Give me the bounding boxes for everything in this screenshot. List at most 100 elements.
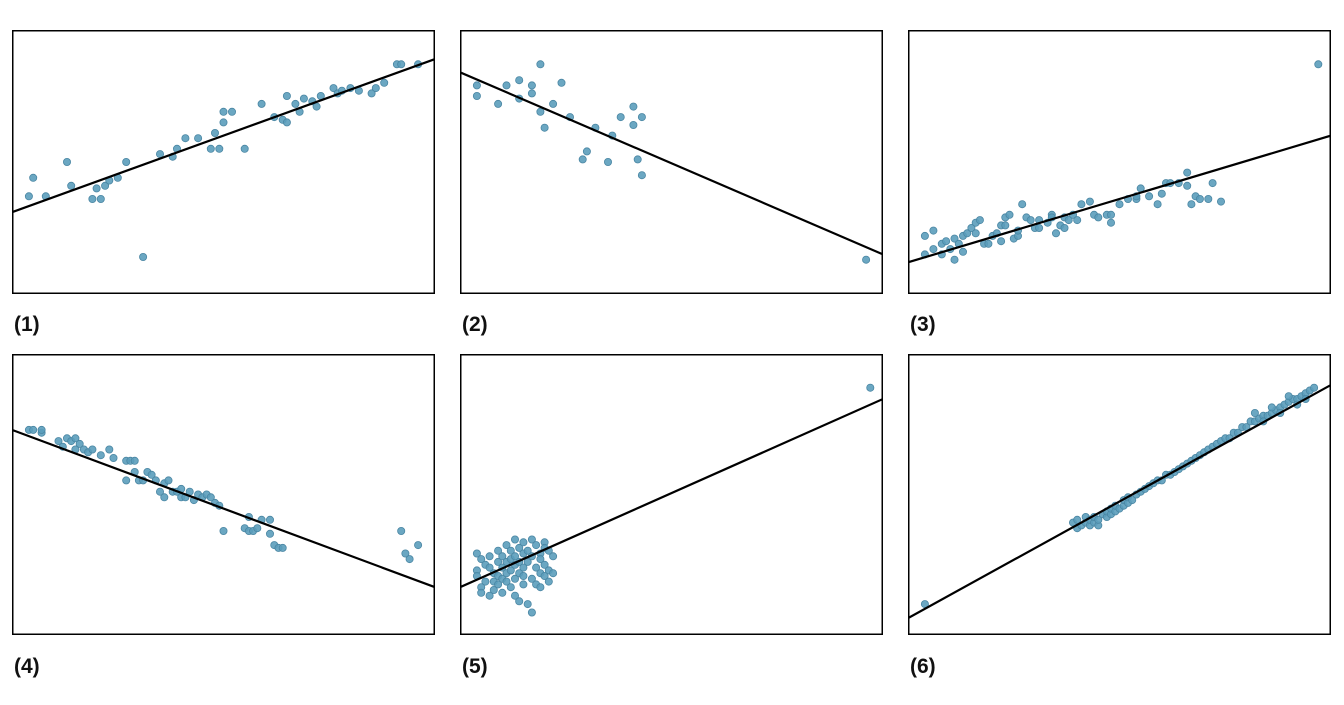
regression-line bbox=[12, 428, 435, 589]
data-point bbox=[24, 192, 33, 201]
data-point bbox=[380, 78, 389, 87]
plot-frame bbox=[12, 354, 435, 635]
data-point bbox=[582, 147, 591, 156]
data-point bbox=[282, 92, 291, 101]
data-point bbox=[511, 591, 520, 600]
data-point bbox=[472, 92, 481, 101]
data-point bbox=[549, 99, 558, 108]
data-point bbox=[329, 84, 338, 93]
data-point bbox=[862, 255, 871, 264]
data-point bbox=[105, 445, 114, 454]
data-point bbox=[1314, 60, 1323, 69]
data-point bbox=[477, 588, 486, 597]
data-point bbox=[96, 194, 105, 203]
data-point bbox=[532, 541, 541, 550]
data-point bbox=[527, 81, 536, 90]
data-point bbox=[367, 89, 376, 98]
data-point bbox=[527, 608, 536, 617]
data-point bbox=[1035, 223, 1044, 232]
data-point bbox=[527, 89, 536, 98]
data-point bbox=[1094, 515, 1103, 524]
data-point bbox=[299, 94, 308, 103]
data-point bbox=[206, 144, 215, 153]
panel-label-3: (3) bbox=[910, 313, 936, 336]
data-point bbox=[485, 563, 494, 572]
data-point bbox=[240, 144, 249, 153]
data-point bbox=[88, 194, 97, 203]
data-point bbox=[1073, 515, 1082, 524]
data-point bbox=[519, 571, 528, 580]
data-point bbox=[1153, 200, 1162, 209]
data-point bbox=[414, 541, 423, 550]
plot-area bbox=[908, 383, 1331, 620]
data-point bbox=[215, 144, 224, 153]
data-point bbox=[96, 451, 105, 460]
data-point bbox=[637, 171, 646, 180]
data-point bbox=[88, 445, 97, 454]
data-point bbox=[950, 255, 959, 264]
data-point bbox=[155, 487, 164, 496]
data-point bbox=[959, 247, 968, 256]
data-point bbox=[92, 184, 101, 193]
data-point bbox=[506, 566, 515, 575]
data-point bbox=[291, 99, 300, 108]
panel-label-1: (1) bbox=[14, 313, 40, 336]
data-point bbox=[1018, 200, 1027, 209]
data-point bbox=[257, 99, 266, 108]
plot-area bbox=[12, 58, 435, 261]
data-point bbox=[1085, 197, 1094, 206]
regression-line bbox=[460, 397, 883, 589]
data-point bbox=[278, 543, 287, 552]
data-point bbox=[950, 234, 959, 243]
data-point bbox=[472, 549, 481, 558]
regression-line bbox=[460, 71, 883, 256]
data-point bbox=[527, 574, 536, 583]
panel-label-4: (4) bbox=[14, 655, 40, 678]
data-point bbox=[515, 597, 524, 606]
data-point bbox=[1310, 383, 1319, 392]
data-point bbox=[312, 102, 321, 111]
data-point bbox=[139, 252, 148, 261]
data-point bbox=[637, 113, 646, 122]
data-point bbox=[523, 600, 532, 609]
data-point bbox=[963, 229, 972, 238]
data-point bbox=[164, 476, 173, 485]
data-point bbox=[511, 552, 520, 561]
data-point bbox=[37, 425, 46, 434]
data-point bbox=[219, 118, 228, 127]
data-point bbox=[1005, 210, 1014, 219]
data-point bbox=[130, 456, 139, 465]
data-point bbox=[472, 81, 481, 90]
scatter-plot-1 bbox=[12, 30, 435, 294]
data-point bbox=[929, 226, 938, 235]
data-point bbox=[1195, 194, 1204, 203]
data-point bbox=[929, 245, 938, 254]
panel-label-2: (2) bbox=[462, 313, 488, 336]
data-point bbox=[540, 571, 549, 580]
data-point bbox=[494, 99, 503, 108]
data-point bbox=[494, 557, 503, 566]
data-point bbox=[401, 549, 410, 558]
data-point bbox=[1115, 200, 1124, 209]
data-point bbox=[29, 425, 38, 434]
regression-line bbox=[908, 383, 1331, 620]
data-point bbox=[975, 216, 984, 225]
data-point bbox=[101, 181, 110, 190]
data-point bbox=[194, 134, 203, 143]
data-point bbox=[485, 552, 494, 561]
data-point bbox=[54, 437, 63, 446]
data-point bbox=[147, 470, 156, 479]
data-point bbox=[71, 434, 80, 443]
data-point bbox=[557, 78, 566, 87]
regression-line bbox=[12, 58, 435, 214]
data-point bbox=[616, 113, 625, 122]
plot-area bbox=[908, 60, 1331, 264]
data-point bbox=[397, 526, 406, 535]
data-point bbox=[494, 580, 503, 589]
data-point bbox=[63, 157, 72, 166]
data-point bbox=[494, 546, 503, 555]
data-point bbox=[603, 157, 612, 166]
data-point bbox=[253, 524, 262, 533]
data-point bbox=[519, 563, 528, 572]
scatter-plot-2 bbox=[460, 30, 883, 294]
